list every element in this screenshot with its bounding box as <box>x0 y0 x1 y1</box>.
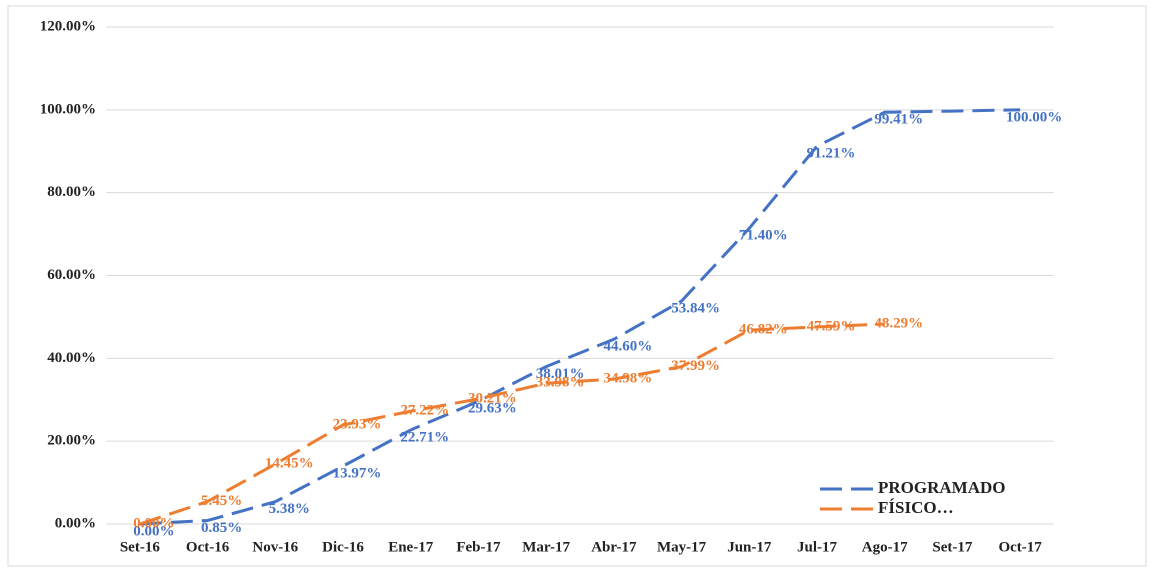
data-label: 100.00% <box>1006 109 1062 125</box>
x-tick-label: Jun-17 <box>727 539 772 555</box>
data-label: 38.01% <box>536 366 585 382</box>
data-label: 5.38% <box>269 501 310 517</box>
y-tick-label: 0.00% <box>55 515 96 531</box>
data-label: 46.82% <box>739 322 788 338</box>
data-label: 14.45% <box>265 456 314 472</box>
data-label: 37.99% <box>671 358 720 374</box>
data-label: 0.85% <box>201 520 242 536</box>
data-label: 30.21% <box>468 390 517 406</box>
legend-label: PROGRAMADO <box>878 478 1005 497</box>
x-tick-label: Ene-17 <box>388 539 434 555</box>
data-label: 13.97% <box>333 466 382 482</box>
chart-frame <box>7 5 1147 567</box>
data-label: 91.21% <box>807 146 856 162</box>
data-label: 22.71% <box>400 429 449 445</box>
data-label: 0.00% <box>133 515 174 531</box>
x-tick-label: Jul-17 <box>797 539 838 555</box>
x-tick-label: Set-16 <box>120 539 160 555</box>
x-tick-label: Dic-16 <box>322 539 364 555</box>
y-tick-label: 120.00% <box>40 18 96 34</box>
y-tick-label: 80.00% <box>47 184 96 200</box>
data-label: 71.40% <box>739 228 788 244</box>
data-label: 34.98% <box>603 371 652 387</box>
data-label: 47.59% <box>807 318 856 334</box>
data-label: 0.00% <box>133 523 174 539</box>
data-label: 44.60% <box>603 339 652 355</box>
data-label: 27.22% <box>400 403 449 419</box>
data-label: 5.45% <box>201 493 242 509</box>
data-label: 53.84% <box>671 300 720 316</box>
x-tick-label: Ago-17 <box>862 539 908 555</box>
y-tick-label: 20.00% <box>47 433 96 449</box>
x-tick-label: May-17 <box>657 539 707 555</box>
x-tick-label: Mar-17 <box>522 539 570 555</box>
y-tick-label: 100.00% <box>40 101 96 117</box>
data-label: 99.41% <box>874 112 923 128</box>
y-tick-label: 40.00% <box>47 350 96 366</box>
x-tick-label: Oct-16 <box>186 539 230 555</box>
series-line <box>139 322 885 526</box>
data-label: 23.93% <box>333 416 382 432</box>
x-tick-label: Abr-17 <box>591 539 637 555</box>
data-label: 48.29% <box>874 315 923 331</box>
data-label: 33.98% <box>536 375 585 391</box>
x-tick-label: Nov-16 <box>252 539 298 555</box>
x-tick-label: Set-17 <box>932 539 972 555</box>
x-tick-label: Feb-17 <box>456 539 501 555</box>
data-label: 29.63% <box>468 401 517 417</box>
y-tick-label: 60.00% <box>47 267 96 283</box>
series-line <box>139 108 1021 526</box>
legend-label: FÍSICO… <box>878 498 954 517</box>
x-tick-label: Oct-17 <box>998 539 1042 555</box>
